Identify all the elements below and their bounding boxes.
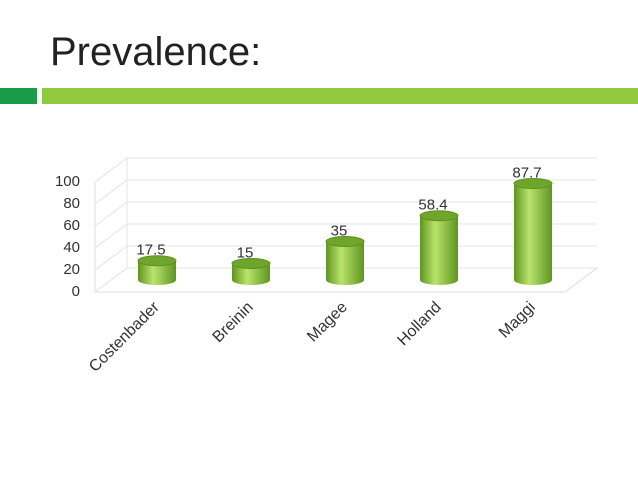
x-tick-label: Holland — [394, 299, 444, 349]
x-tick-label: Magee — [304, 299, 351, 346]
grid-line — [94, 157, 597, 183]
y-tick-label: 20 — [63, 261, 80, 278]
bar — [232, 263, 270, 285]
bar — [514, 183, 552, 285]
y-tick-label: 80 — [63, 195, 80, 212]
bar — [138, 260, 176, 285]
x-tick-label: Breinin — [210, 299, 257, 346]
bar-top — [513, 178, 553, 190]
accent-square — [0, 88, 37, 104]
value-label: 58.4 — [418, 197, 447, 214]
value-label: 35 — [331, 222, 348, 239]
grid-line — [94, 179, 597, 205]
bar-top — [325, 236, 365, 247]
x-tick-label: Costenbader — [86, 298, 163, 375]
y-tick-label: 0 — [72, 283, 80, 300]
bar — [420, 215, 458, 285]
bar-top — [419, 210, 459, 222]
value-label: 15 — [237, 244, 254, 261]
bar-top — [137, 255, 177, 267]
value-label: 87.7 — [512, 164, 541, 181]
slide-title: Prevalence: — [50, 30, 261, 74]
accent-bar — [42, 88, 638, 104]
y-tick-label: 60 — [63, 217, 80, 234]
y-tick-label: 100 — [55, 173, 80, 190]
bar — [326, 241, 364, 285]
value-label: 17.5 — [136, 242, 165, 259]
y-tick-label: 40 — [63, 239, 80, 256]
x-tick-label: Maggi — [496, 299, 539, 342]
bar-top — [231, 258, 271, 269]
axis-line — [94, 182, 598, 293]
grid-line — [94, 201, 597, 227]
